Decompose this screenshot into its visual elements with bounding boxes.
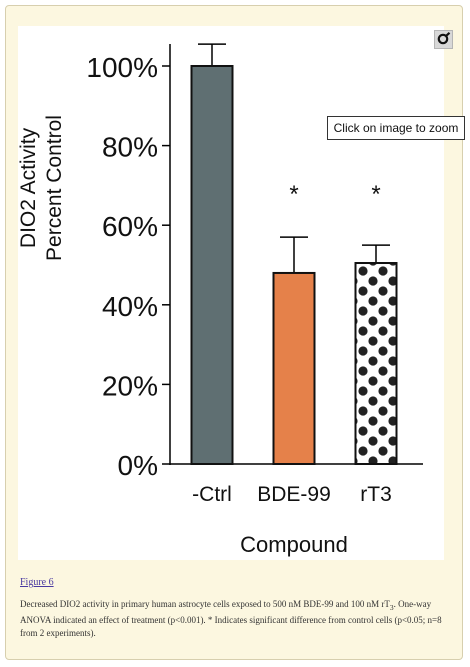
y-tick-label: 100% (86, 52, 158, 83)
x-tick-label: BDE-99 (257, 483, 331, 506)
y-axis-title-line2: Percent Control (43, 115, 66, 261)
x-tick-label: -Ctrl (192, 483, 232, 506)
caption-subscript: 3 (389, 602, 394, 612)
x-tick-label: rT3 (360, 483, 392, 506)
figure-image[interactable]: 0% 20% 40% 60% 80% 100% DIO2 Activity Percent C… (18, 26, 453, 560)
figure-caption: Decreased DIO2 activity in primary human… (20, 598, 445, 640)
significance-marker: * (371, 181, 380, 208)
y-tick-label: 0% (118, 450, 158, 481)
caption-text-2: . One-way ANOVA indicated an effect of t… (20, 599, 442, 638)
y-tick-label: 60% (102, 211, 158, 242)
bar-bde99 (272, 271, 316, 465)
magnifier-icon[interactable] (434, 30, 453, 49)
zoom-tooltip[interactable]: Click on image to zoom (327, 116, 465, 140)
y-tick-label: 80% (102, 132, 158, 163)
y-tick-label: 40% (102, 291, 158, 322)
y-axis-title-line1: DIO2 Activity (18, 127, 40, 248)
significance-marker: * (289, 181, 298, 208)
dio2-bar-chart: 0% 20% 40% 60% 80% 100% DIO2 Activity Percent C… (18, 43, 423, 557)
x-axis-title: Compound (240, 532, 348, 557)
bar-ctrl (190, 65, 234, 465)
bar-rt3 (354, 262, 398, 465)
caption-text-1: Decreased DIO2 activity in primary human… (20, 599, 390, 609)
figure-link[interactable]: Figure 6 (20, 577, 54, 588)
y-tick-label: 20% (102, 370, 158, 401)
